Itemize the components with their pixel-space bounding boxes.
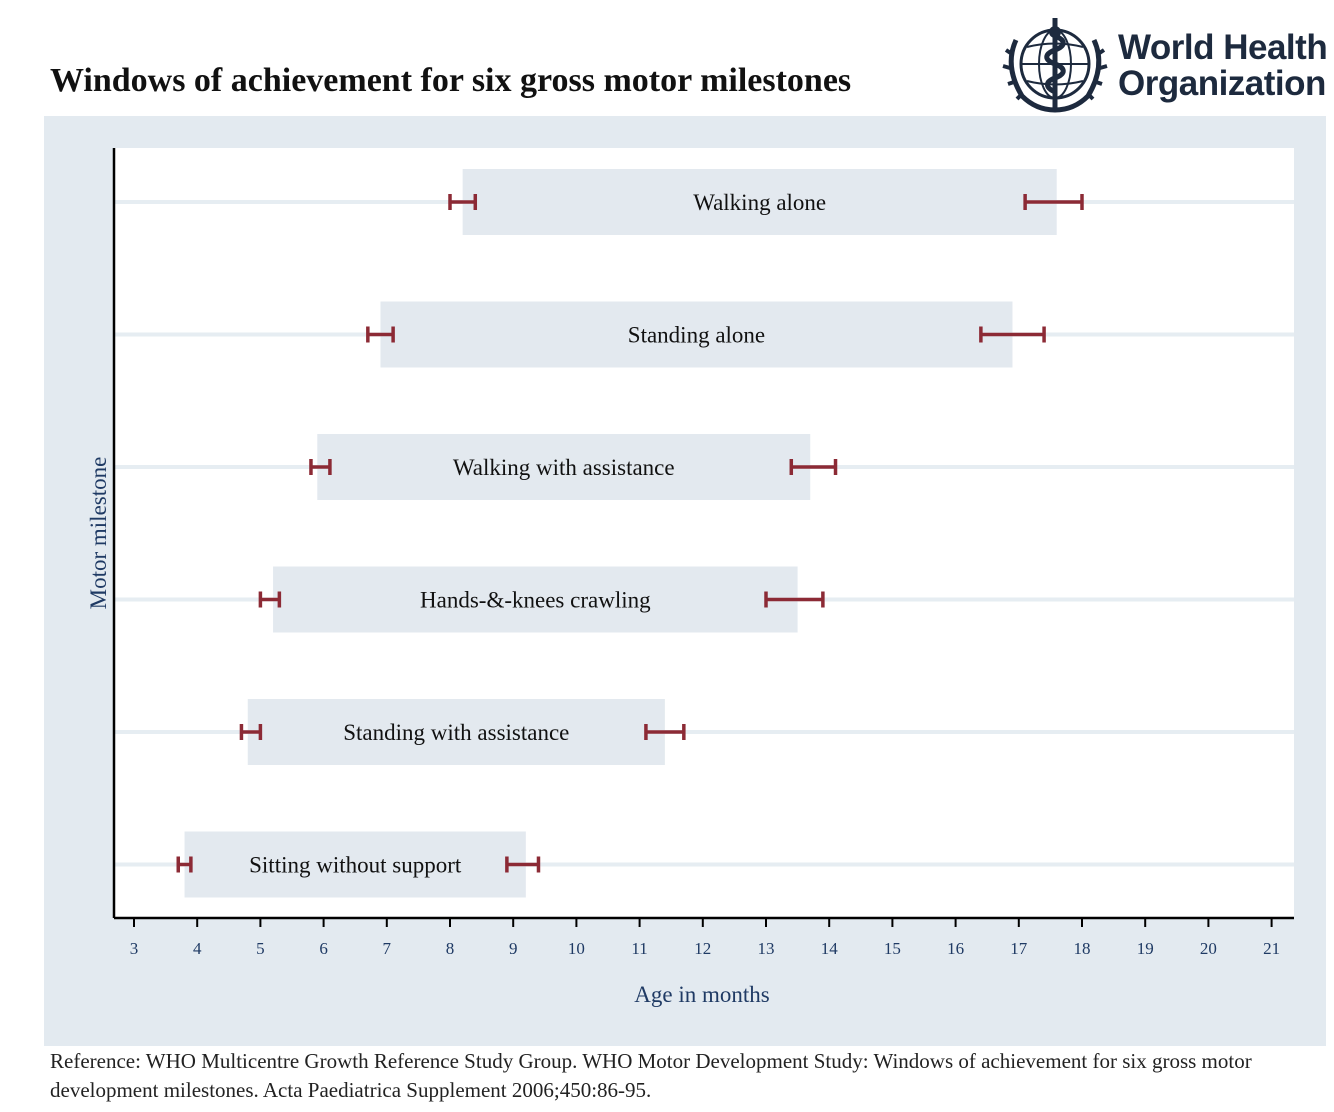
milestone-label: Standing with assistance	[343, 720, 569, 745]
logo-line-1: World Health	[1118, 28, 1328, 67]
x-tick-label: 15	[884, 939, 901, 958]
milestone-bar	[462, 169, 1057, 235]
x-tick-label: 9	[509, 939, 518, 958]
milestone-labels: Walking alone Standing alone Walking with …	[249, 190, 826, 878]
milestone-bars	[184, 169, 1057, 898]
x-tick-label: 6	[319, 939, 328, 958]
milestone-bar	[317, 434, 811, 500]
who-emblem-icon	[1002, 18, 1108, 113]
x-tick-label: 11	[631, 939, 647, 958]
x-tick-label: 18	[1074, 939, 1091, 958]
x-tick-label: 21	[1263, 939, 1280, 958]
milestone-label: Sitting without support	[249, 853, 462, 878]
x-axis-ticks: 3 4 5 6 7 8 9 10 11 12 13 14 15 16 17 18 19 20 21	[130, 918, 1280, 958]
logo-line-2: Organization	[1118, 64, 1326, 103]
x-tick-label: 17	[1010, 939, 1028, 958]
who-logo: World Health Organization	[998, 14, 1328, 118]
x-tick-label: 8	[446, 939, 455, 958]
x-tick-label: 4	[193, 939, 202, 958]
x-tick-label: 3	[130, 939, 139, 958]
x-tick-label: 19	[1137, 939, 1154, 958]
milestone-bar	[380, 301, 1013, 368]
milestone-label: Standing alone	[628, 323, 765, 348]
milestone-label: Hands-&-knees crawling	[420, 588, 651, 613]
y-axis-label: Motor milestone	[86, 457, 111, 610]
windows-chart: Walking alone Standing alone Walking with …	[86, 148, 1294, 1007]
x-tick-label: 5	[256, 939, 265, 958]
plot-area	[114, 148, 1294, 918]
milestone-label: Walking alone	[693, 190, 826, 215]
x-tick-label: 12	[694, 939, 711, 958]
chart-title: Windows of achievement for six gross mot…	[50, 62, 852, 99]
x-tick-label: 13	[758, 939, 775, 958]
milestone-label: Walking with assistance	[453, 455, 675, 480]
milestone-bar	[184, 831, 526, 898]
x-tick-label: 7	[383, 939, 392, 958]
milestone-bar	[273, 566, 798, 633]
error-bars	[176, 194, 1084, 873]
x-axis-label: Age in months	[634, 982, 769, 1007]
x-tick-label: 14	[821, 939, 839, 958]
milestone-bar	[247, 699, 665, 765]
x-tick-label: 10	[568, 939, 585, 958]
reference-note: Reference: WHO Multicentre Growth Refere…	[50, 1049, 1252, 1102]
x-tick-label: 16	[947, 939, 964, 958]
x-tick-label: 20	[1200, 939, 1217, 958]
who-logo-text: World Health Organization	[1118, 28, 1328, 103]
